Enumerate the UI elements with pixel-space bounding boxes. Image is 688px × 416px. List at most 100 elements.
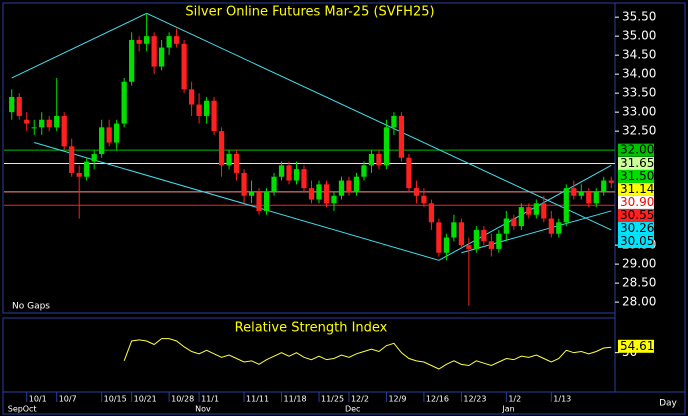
level-label-box bbox=[618, 182, 654, 196]
month-label: Oct bbox=[23, 405, 37, 414]
candle-body bbox=[159, 47, 165, 67]
candle-body bbox=[196, 104, 202, 116]
x-tick-label: 10/15 bbox=[104, 395, 127, 404]
level-label: 30.26 bbox=[620, 221, 654, 235]
x-tick-label: 10/28 bbox=[171, 395, 194, 404]
level-label-box bbox=[618, 156, 654, 170]
level-label-box bbox=[618, 169, 654, 183]
candle-body bbox=[593, 191, 599, 204]
candle-body bbox=[443, 237, 450, 253]
candle-body bbox=[608, 180, 614, 183]
x-axis-label: Day bbox=[659, 399, 677, 409]
candle-body bbox=[301, 169, 307, 189]
candle-body bbox=[526, 207, 532, 215]
candle-body bbox=[144, 36, 150, 44]
candle-body bbox=[271, 176, 277, 192]
level-label: 30.90 bbox=[620, 195, 654, 209]
candle-body bbox=[248, 191, 255, 196]
candle-body bbox=[466, 245, 472, 249]
candle-body bbox=[308, 188, 315, 200]
candle-body bbox=[151, 36, 157, 67]
x-tick-label: 12/2 bbox=[351, 395, 369, 404]
candle-body bbox=[548, 218, 554, 234]
trend-line bbox=[11, 12, 612, 231]
candle-body bbox=[278, 165, 285, 177]
rsi-value-box bbox=[618, 339, 654, 353]
month-label: Sep bbox=[8, 405, 23, 414]
x-tick-label: 12/16 bbox=[426, 395, 449, 404]
level-label-box bbox=[618, 195, 654, 209]
level-label: 31.65 bbox=[620, 156, 654, 170]
y-tick-label: 34.50 bbox=[622, 48, 656, 62]
candle-body bbox=[84, 161, 90, 177]
candle-body bbox=[353, 176, 360, 192]
candle-body bbox=[188, 89, 195, 105]
candle-body bbox=[503, 218, 509, 234]
candle-body bbox=[129, 39, 135, 82]
level-label: 31.50 bbox=[620, 169, 654, 183]
chart-title: Silver Online Futures Mar-25 (SVFH25) bbox=[185, 5, 434, 20]
level-label-box bbox=[618, 234, 654, 248]
x-tick-label: 11/11 bbox=[246, 395, 269, 404]
candle-body bbox=[211, 100, 217, 132]
candle-body bbox=[541, 203, 547, 219]
x-tick-label: 1/13 bbox=[553, 395, 571, 404]
candle-body bbox=[203, 100, 210, 116]
candle-body bbox=[556, 222, 562, 234]
candle-body bbox=[586, 191, 592, 204]
candle-body bbox=[421, 195, 427, 204]
rsi-value-label: 54.61 bbox=[620, 339, 654, 353]
candle-body bbox=[346, 180, 352, 192]
candle-body bbox=[293, 169, 300, 181]
x-axis-area bbox=[2, 391, 686, 415]
candle-body bbox=[91, 153, 97, 162]
candle-body bbox=[533, 203, 539, 215]
note: No Gaps bbox=[12, 302, 50, 312]
candle-body bbox=[368, 153, 375, 166]
candle-body bbox=[496, 233, 502, 249]
level-label-box bbox=[618, 208, 654, 222]
candle-body bbox=[323, 184, 330, 204]
candle-body bbox=[218, 131, 225, 166]
candle-body bbox=[9, 96, 15, 113]
y-tick-label: 29.00 bbox=[622, 257, 656, 271]
rsi-line bbox=[123, 338, 612, 370]
candle-body bbox=[511, 218, 517, 227]
trend-line bbox=[34, 142, 440, 261]
candle-body bbox=[331, 195, 337, 204]
candle-body bbox=[428, 203, 435, 223]
candle-body bbox=[518, 207, 524, 227]
month-label: Dec bbox=[345, 405, 360, 414]
candle-body bbox=[233, 153, 240, 173]
candle-body bbox=[398, 115, 405, 158]
y-tick-label: 28.00 bbox=[622, 295, 656, 309]
y-tick-label: 35.50 bbox=[622, 10, 656, 24]
candle-body bbox=[436, 222, 442, 253]
candle-body bbox=[458, 222, 464, 246]
x-tick-label: 11/1 bbox=[201, 395, 219, 404]
candle-body bbox=[99, 127, 105, 154]
candle-body bbox=[173, 36, 180, 44]
trend-line bbox=[461, 210, 612, 254]
candle-body bbox=[76, 172, 82, 177]
candle-body bbox=[226, 153, 232, 166]
x-tick-label: 11/18 bbox=[284, 395, 307, 404]
candle-body bbox=[376, 153, 382, 166]
candle-body bbox=[413, 188, 420, 196]
candle-body bbox=[571, 188, 577, 196]
y-tick-label: 32.50 bbox=[622, 124, 656, 138]
x-tick-label: 10/7 bbox=[59, 395, 77, 404]
candle-body bbox=[54, 115, 60, 128]
level-label: 30.55 bbox=[620, 208, 654, 222]
candle-body bbox=[451, 222, 457, 238]
candle-body bbox=[338, 180, 345, 196]
trend-line bbox=[438, 164, 612, 261]
candle-body bbox=[24, 119, 30, 124]
candle-body bbox=[256, 191, 262, 211]
candle-body bbox=[16, 96, 22, 116]
candle-body bbox=[488, 241, 494, 249]
candle-body bbox=[601, 180, 607, 192]
candle-body bbox=[391, 115, 397, 128]
candle-body bbox=[383, 127, 390, 166]
candle-body bbox=[473, 229, 479, 249]
